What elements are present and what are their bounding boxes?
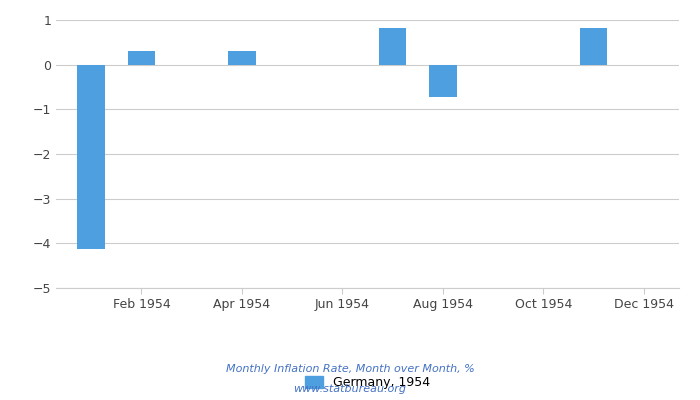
Text: Monthly Inflation Rate, Month over Month, %: Monthly Inflation Rate, Month over Month… xyxy=(225,364,475,374)
Bar xyxy=(580,28,608,65)
Bar xyxy=(429,65,456,97)
Text: www.statbureau.org: www.statbureau.org xyxy=(293,384,407,394)
Bar xyxy=(78,65,105,249)
Bar xyxy=(228,51,256,65)
Bar xyxy=(127,51,155,65)
Bar xyxy=(379,28,407,65)
Legend: Germany, 1954: Germany, 1954 xyxy=(300,371,435,394)
